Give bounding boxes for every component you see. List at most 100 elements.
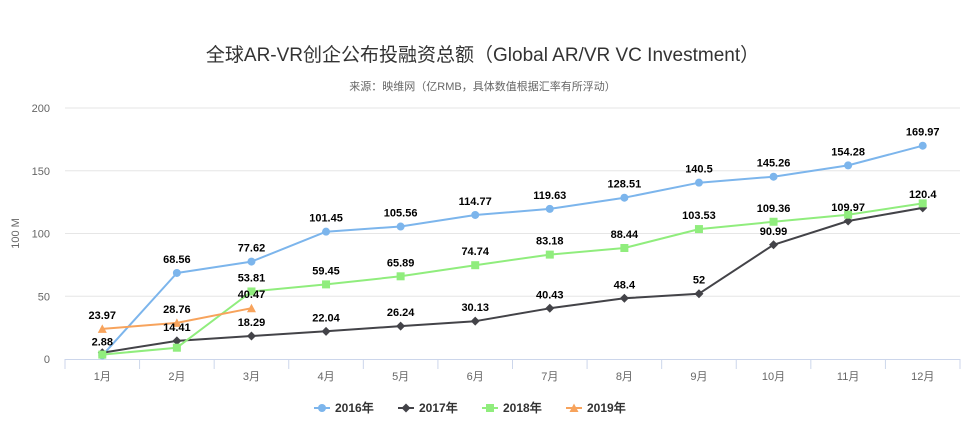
y-tick-label: 100	[32, 229, 50, 241]
data-label: 109.97	[831, 202, 865, 214]
x-tick-label: 4月	[317, 371, 334, 383]
data-label: 145.26	[757, 158, 791, 170]
data-point	[918, 141, 927, 150]
data-point	[97, 324, 107, 333]
x-tick-label: 5月	[392, 371, 409, 383]
data-label: 105.56	[384, 208, 418, 220]
chart-subtitle: 来源：映维网（亿RMB，具体数值根据汇率有所浮动）	[349, 81, 616, 93]
data-point	[396, 321, 406, 331]
x-tick-label: 2月	[168, 371, 185, 383]
data-labels: 2.88 68.56 77.62 101.45 105.56 114.77 119.63 12…	[89, 127, 940, 349]
data-point	[471, 261, 480, 270]
data-label: 14.41	[163, 322, 191, 334]
y-tick-label: 50	[38, 291, 50, 303]
data-point	[619, 293, 629, 303]
data-point	[246, 303, 256, 313]
legend-marker	[569, 403, 579, 412]
data-label: 154.28	[831, 146, 865, 158]
series-line-2	[102, 202, 923, 356]
legend-item[interactable]: 2019年	[566, 400, 626, 415]
data-point	[843, 216, 853, 226]
data-point	[396, 222, 405, 231]
data-point	[321, 326, 331, 336]
data-label: 26.24	[387, 307, 415, 319]
data-label: 101.45	[309, 213, 343, 225]
legend-label: 2016年	[335, 400, 374, 415]
legend-marker	[401, 403, 411, 413]
data-label: 120.4	[909, 189, 937, 201]
data-label: 22.04	[312, 312, 340, 324]
data-point	[918, 199, 927, 208]
data-point	[545, 303, 555, 313]
data-label: 52	[693, 275, 705, 287]
data-label: 83.18	[536, 236, 564, 248]
data-point	[545, 250, 554, 259]
data-label: 28.76	[163, 304, 191, 316]
data-label: 30.13	[461, 302, 489, 314]
data-label: 128.51	[608, 179, 642, 191]
data-label: 88.44	[611, 229, 639, 241]
legend-marker	[486, 404, 494, 412]
data-point	[694, 289, 704, 299]
y-axis-title: 100 M	[10, 218, 22, 249]
grid	[65, 107, 960, 297]
x-tick-label: 9月	[690, 371, 707, 383]
data-label: 77.62	[238, 243, 266, 255]
data-point	[322, 280, 331, 289]
data-label: 109.36	[757, 203, 791, 215]
legend-marker	[318, 404, 326, 412]
x-tick-label: 3月	[243, 371, 260, 383]
data-label: 59.45	[312, 265, 340, 277]
data-label: 53.81	[238, 272, 266, 284]
legend[interactable]: 2016年 2017年 2018年 2019年	[314, 400, 626, 415]
data-label: 119.63	[533, 190, 566, 202]
x-tick-label: 12月	[911, 371, 934, 383]
data-label: 48.4	[614, 279, 636, 291]
data-label: 169.97	[906, 127, 940, 139]
data-point	[246, 331, 256, 341]
data-label: 23.97	[89, 310, 117, 322]
data-point	[247, 287, 256, 296]
x-tick-label: 6月	[467, 371, 484, 383]
data-label: 114.77	[459, 196, 492, 208]
chart-title: 全球AR-VR创企公布投融资总额（Global AR/VR VC Investm…	[205, 45, 760, 66]
legend-label: 2018年	[503, 400, 542, 415]
x-tick-label: 7月	[541, 371, 558, 383]
legend-item[interactable]: 2016年	[314, 400, 374, 415]
data-point	[694, 178, 703, 187]
data-label: 65.89	[387, 257, 415, 269]
y-tick-label: 200	[32, 103, 50, 115]
y-tick-label: 0	[44, 354, 50, 366]
data-label: 18.29	[238, 317, 266, 329]
data-point	[322, 227, 331, 236]
x-tick-label: 10月	[762, 371, 785, 383]
data-point	[471, 210, 480, 219]
data-point	[545, 204, 554, 213]
data-label: 74.74	[461, 246, 489, 258]
data-point	[172, 268, 181, 277]
data-point	[769, 240, 779, 250]
data-point	[172, 318, 182, 327]
legend-item[interactable]: 2018年	[482, 400, 542, 415]
data-label: 140.5	[685, 164, 713, 176]
series-line-0	[101, 144, 923, 357]
data-label: 90.99	[760, 226, 788, 238]
legend-label: 2017年	[419, 400, 458, 415]
y-tick-label: 150	[32, 166, 50, 178]
data-label: 68.56	[163, 254, 191, 266]
data-point	[172, 343, 181, 352]
data-point	[247, 257, 256, 266]
data-point	[620, 193, 629, 202]
data-point	[769, 217, 778, 226]
axes: 0 50 100 150 200 1月 2月 3月 4月 5月 6月 7月 8月 9月 10月 11月 12月 1…	[10, 103, 961, 383]
data-point	[844, 161, 853, 170]
x-tick-label: 1月	[94, 371, 111, 383]
data-label: 2.88	[92, 336, 113, 348]
legend-label: 2019年	[587, 400, 626, 415]
legend-item[interactable]: 2017年	[398, 400, 458, 415]
data-point	[844, 210, 853, 219]
data-point	[98, 350, 107, 359]
series-layer	[97, 141, 928, 360]
data-label: 40.43	[536, 289, 564, 301]
